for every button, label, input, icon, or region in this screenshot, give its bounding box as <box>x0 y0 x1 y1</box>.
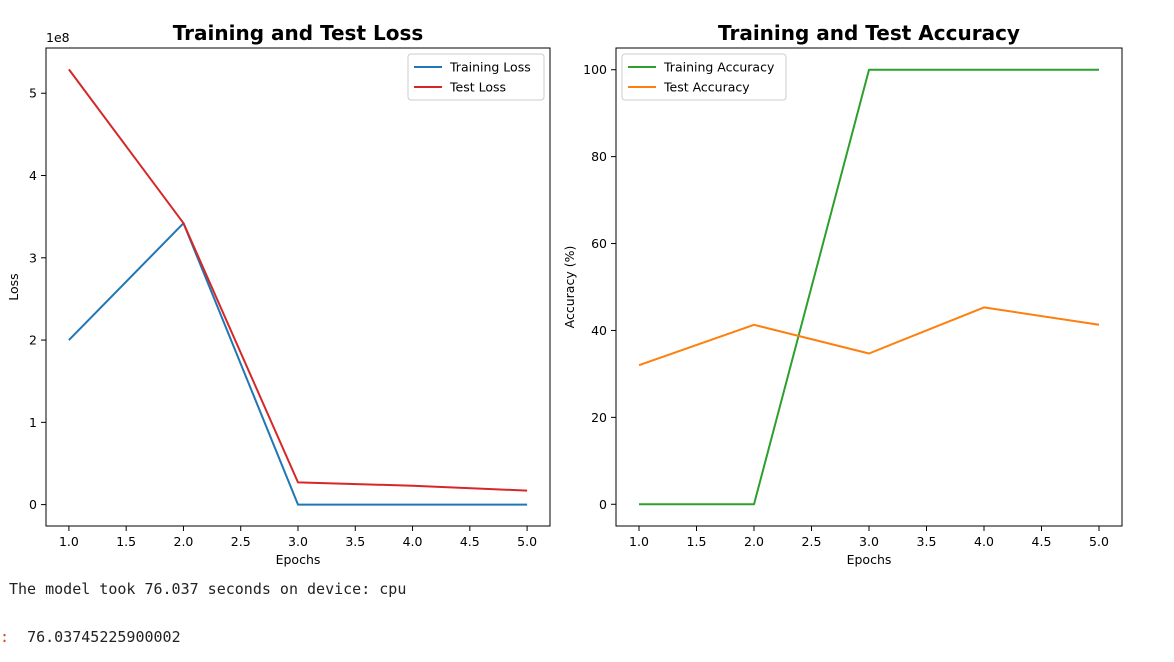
x-tick-label: 3.0 <box>288 534 308 549</box>
x-tick-label: 2.5 <box>231 534 251 549</box>
chart-2: Training and Test Accuracy 1.0 1.5 2.0 2.5 3.… <box>562 21 1123 567</box>
figure: Training and Test Loss 1.0 1.5 2.0 2.5 3.0 3.5… <box>6 21 1123 567</box>
result-prompt: : <box>0 628 10 646</box>
legend: Training Accuracy Test Accuracy <box>621 53 787 101</box>
x-axis-label: Epochs <box>847 552 892 567</box>
y-tick-label: 80 <box>591 149 607 164</box>
legend-box <box>407 53 545 101</box>
y-offset-label: 1e8 <box>46 30 70 45</box>
x-tick-label: 1.0 <box>629 534 649 549</box>
x-tick-label: 1.5 <box>116 534 136 549</box>
plot-frame <box>615 47 1123 527</box>
legend-label: Test Accuracy <box>663 80 750 95</box>
series-line-1 <box>68 222 528 506</box>
legend-label: Test Loss <box>449 80 506 95</box>
x-tick-label: 3.5 <box>917 534 937 549</box>
x-tick-label: 2.5 <box>802 534 822 549</box>
y-tick-label: 0 <box>599 497 607 512</box>
y-tick-label: 5 <box>29 86 37 101</box>
x-axis-label: Epochs <box>276 552 321 567</box>
x-tick-label: 3.5 <box>345 534 365 549</box>
legend-box <box>621 53 787 101</box>
legend: Training Loss Test Loss <box>407 53 545 101</box>
x-tick-label: 5.0 <box>1089 534 1109 549</box>
series-line-2 <box>68 68 528 492</box>
y-axis-label: Accuracy (%) <box>562 246 577 329</box>
y-tick-label: 60 <box>591 236 607 251</box>
y-tick-label: 40 <box>591 323 607 338</box>
y-axis-label: Loss <box>6 273 21 300</box>
x-tick-label: 4.5 <box>1032 534 1052 549</box>
y-tick-label: 4 <box>29 168 37 183</box>
chart-title: Training and Test Loss <box>173 21 424 45</box>
x-tick-label: 4.0 <box>403 534 423 549</box>
legend-label: Training Loss <box>449 60 531 75</box>
y-tick-label: 2 <box>29 333 37 348</box>
series-line-1 <box>639 68 1099 506</box>
x-tick-label: 2.0 <box>744 534 764 549</box>
stdout-text: The model took 76.037 seconds on device:… <box>9 580 407 598</box>
x-tick-label: 5.0 <box>517 534 537 549</box>
chart-title: Training and Test Accuracy <box>718 21 1020 45</box>
legend-label: Training Accuracy <box>663 60 775 75</box>
x-tick-label: 4.0 <box>974 534 994 549</box>
y-tick-label: 3 <box>29 250 37 265</box>
x-tick-label: 2.0 <box>174 534 194 549</box>
result-value: 76.03745225900002 <box>27 628 181 646</box>
x-tick-label: 1.0 <box>59 534 79 549</box>
series-line-2 <box>638 306 1100 367</box>
result-output: : 76.03745225900002 <box>0 628 181 646</box>
x-tick-label: 1.5 <box>687 534 707 549</box>
y-tick-label: 1 <box>29 415 37 430</box>
y-tick-label: 20 <box>591 410 607 425</box>
x-tick-label: 4.5 <box>460 534 480 549</box>
x-tick-label: 3.0 <box>859 534 879 549</box>
y-tick-label: 100 <box>583 62 607 77</box>
y-tick-label: 0 <box>29 497 37 512</box>
chart-1: Training and Test Loss 1.0 1.5 2.0 2.5 3.0 3.5… <box>6 21 551 567</box>
